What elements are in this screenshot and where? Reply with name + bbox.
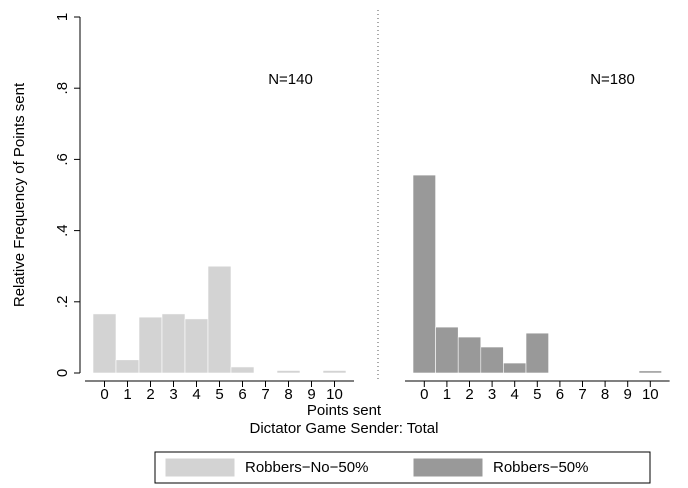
legend-label: Robbers−No−50% [245,459,368,476]
bar [230,366,255,374]
x-tick-label: 8 [284,386,292,403]
x-tick-label: 0 [420,386,428,403]
bar [322,370,347,374]
x-tick-label: 10 [642,386,659,403]
x-tick-label: 1 [443,386,451,403]
bar [184,318,209,374]
bar [480,346,504,374]
bar [525,332,549,374]
y-tick-label: .6 [54,153,71,166]
x-tick-label: 5 [533,386,541,403]
x-tick-label: 5 [215,386,223,403]
legend-swatch [412,457,484,478]
y-axis-title: Relative Frequency of Points sent [11,82,28,307]
x-tick-label: 6 [556,386,564,403]
x-tick-label: 7 [578,386,586,403]
x-tick-label: 0 [100,386,108,403]
x-tick-label: 1 [123,386,131,403]
x-axis-title: Points sent [307,402,382,419]
x-tick-label: 9 [624,386,632,403]
x-tick-label: 4 [192,386,200,403]
y-tick-label: 0 [54,369,71,377]
bar [638,370,662,374]
x-tick-label: 3 [488,386,496,403]
annotation: N=180 [590,71,635,88]
y-tick-label: .2 [54,296,71,309]
bar [503,362,527,374]
annotation: N=140 [268,71,313,88]
bar [115,359,140,374]
bar [412,174,436,374]
bar [207,265,232,374]
x-tick-label: 7 [261,386,269,403]
x-tick-label: 4 [511,386,519,403]
x-tick-label: 9 [307,386,315,403]
x-tick-label: 10 [326,386,343,403]
legend-swatch [164,457,236,478]
legend [154,451,651,484]
bar [138,316,163,374]
y-tick-label: .8 [54,82,71,95]
bar [92,313,117,374]
bar [435,326,459,374]
caption: Dictator Game Sender: Total [250,420,439,437]
x-tick-label: 8 [601,386,609,403]
x-tick-label: 2 [465,386,473,403]
x-tick-label: 3 [169,386,177,403]
legend-label: Robbers−50% [493,459,588,476]
y-tick-label: .4 [54,224,71,237]
x-tick-label: 6 [238,386,246,403]
bar [276,370,301,374]
bar [457,336,482,374]
y-tick-label: 1 [54,13,71,21]
bar [161,313,186,374]
x-tick-label: 2 [146,386,154,403]
